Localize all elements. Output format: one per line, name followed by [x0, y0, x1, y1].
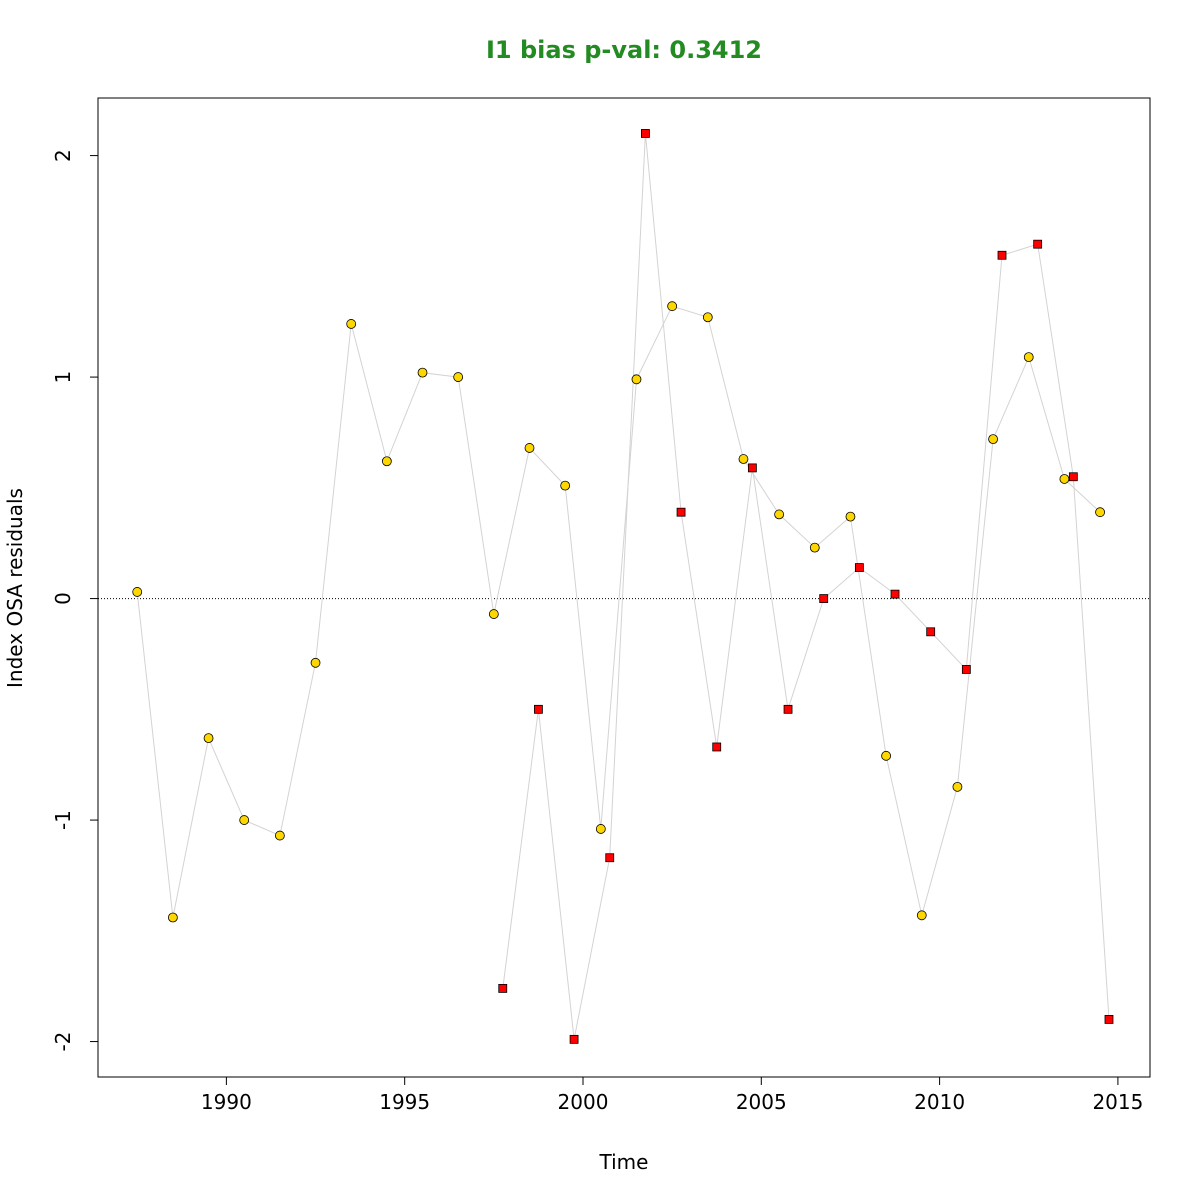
series-1-point-11	[488, 609, 499, 619]
series-2-point-9	[783, 704, 793, 714]
series-1-point-15	[631, 374, 642, 385]
series-1-point-23	[916, 910, 927, 921]
series-2-point-18	[1104, 1015, 1114, 1024]
series-1-point-18	[738, 454, 749, 464]
x-tick-label: 2005	[736, 1090, 787, 1114]
series-2-point-11	[854, 563, 864, 572]
plot-frame	[97, 97, 1151, 1078]
x-tick-label: 1990	[201, 1090, 252, 1114]
x-tick-label: 1995	[379, 1090, 430, 1114]
series-1-point-25	[988, 434, 998, 444]
x-tick-label: 2000	[558, 1090, 609, 1114]
series-1-line	[136, 305, 1101, 918]
series-2-point-1	[498, 984, 508, 993]
series-1-point-8	[381, 456, 392, 467]
chart-title: I1 bias p-val: 0.3412	[486, 36, 762, 64]
series-2-point-8	[747, 463, 757, 473]
series-2-point-13	[926, 627, 936, 637]
series-1-point-6	[310, 657, 321, 668]
series-1-point-2	[167, 912, 178, 923]
series-1-point-16	[667, 301, 678, 312]
series-2-point-3	[569, 1034, 579, 1044]
series-2-point-14	[961, 665, 971, 674]
series-1-point-26	[1023, 352, 1034, 363]
series-2-point-7	[712, 742, 722, 752]
series-1-point-13	[560, 480, 571, 491]
series-2-point-2	[534, 704, 543, 714]
series-1-point-22	[881, 750, 892, 761]
series-1-point-19	[774, 509, 785, 520]
series-1-point-3	[203, 733, 214, 744]
series-2-point-12	[890, 589, 900, 599]
series-1-point-7	[346, 319, 357, 329]
y-axis: -2 -1 0 1 2	[51, 149, 98, 1052]
series-1-point-4	[239, 815, 250, 825]
y-tick-label: -2	[51, 1032, 75, 1052]
series-1-point-28	[1095, 507, 1105, 518]
x-tick-label: 2015	[1092, 1090, 1143, 1114]
x-axis: 1990 1995 2000 2005 2010 2015	[201, 1077, 1143, 1114]
series-2-point-17	[1068, 472, 1078, 482]
series-2-point-5	[640, 129, 650, 138]
series-1-point-21	[845, 511, 856, 522]
series-1-point-10	[453, 372, 464, 382]
series-2-point-16	[1033, 239, 1043, 249]
y-axis-label: Index OSA residuals	[3, 488, 27, 688]
series-1-point-1	[132, 587, 143, 597]
series-1-point-14	[595, 824, 606, 834]
series-1-point-17	[702, 312, 713, 323]
x-tick-label: 2010	[914, 1090, 965, 1114]
series-2-point-15	[997, 250, 1007, 260]
x-axis-label: Time	[599, 1150, 649, 1174]
series-1-point-12	[524, 443, 535, 453]
series-2-point-6	[676, 507, 686, 517]
data-markers	[132, 129, 1114, 1044]
series-2-line	[502, 133, 1110, 1040]
series-1-point-20	[809, 542, 820, 553]
series-1-point-24	[952, 781, 963, 792]
y-tick-label: 2	[51, 149, 75, 162]
y-tick-label: 0	[51, 592, 75, 605]
series-1-point-5	[274, 830, 285, 841]
series-2-point-4	[605, 853, 615, 863]
y-tick-label: -1	[51, 810, 75, 830]
series-2-point-10	[819, 594, 829, 603]
y-tick-label: 1	[51, 371, 75, 384]
series-1-point-9	[417, 367, 428, 378]
series-connector-lines	[136, 133, 1110, 1040]
series-1-point-27	[1059, 474, 1070, 484]
